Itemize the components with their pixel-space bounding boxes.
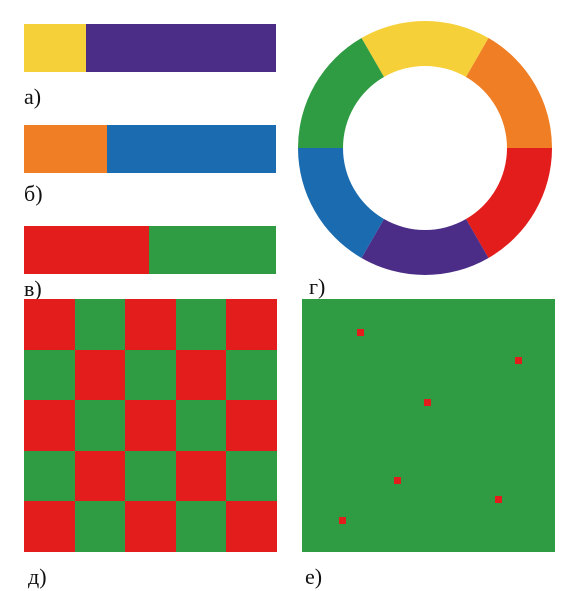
checker-cell (24, 501, 75, 552)
checker-cell (74, 501, 126, 552)
bar-a-left-segment (24, 24, 87, 72)
checker-cell (24, 349, 75, 401)
bar-b (24, 125, 276, 173)
label-b: б) (24, 181, 43, 206)
checker-cell (24, 299, 75, 350)
wheel-segment-red (466, 148, 552, 258)
label-a: а) (24, 84, 42, 109)
checker-cell (125, 501, 176, 552)
checker-cell (226, 501, 277, 552)
label-v: в) (24, 276, 42, 301)
red-dot (339, 517, 346, 524)
red-dot (424, 399, 431, 406)
bar-b-right-segment (107, 125, 276, 173)
bar-b-left-segment (24, 125, 108, 173)
checker-cell (175, 450, 227, 502)
checker-cell (74, 450, 126, 502)
label-d: д) (28, 564, 47, 589)
checker-cell (226, 349, 277, 401)
red-dot (357, 329, 364, 336)
checker-cell (125, 349, 176, 401)
red-dot (394, 477, 401, 484)
checker-cell (24, 450, 75, 502)
label-e: е) (305, 564, 323, 589)
wheel-segment-purple (361, 219, 489, 275)
bar-v-right-segment (149, 226, 276, 274)
bar-v (24, 226, 276, 274)
checker-cell (74, 349, 126, 401)
dot-field (302, 299, 555, 552)
checker-cell (125, 299, 176, 350)
bar-a (24, 24, 276, 72)
checkerboard (24, 299, 277, 552)
checker-cell (125, 450, 176, 502)
checker-cell (175, 501, 227, 552)
checker-cell (175, 299, 227, 350)
checker-cell (226, 400, 277, 451)
bar-v-left-segment (24, 226, 150, 274)
checker-cell (226, 299, 277, 350)
checker-cell (175, 400, 227, 451)
checker-cell (74, 299, 126, 350)
checker-cell (24, 400, 75, 451)
wheel-segment-orange (466, 38, 552, 149)
color-wheel (298, 20, 552, 275)
red-dot (515, 357, 522, 364)
label-g: г) (309, 274, 326, 299)
checker-cell (226, 450, 277, 502)
checker-cell (125, 400, 176, 451)
checker-cell (175, 349, 227, 401)
checker-cell (74, 400, 126, 451)
bar-a-right-segment (86, 24, 276, 72)
wheel-segment-blue (298, 148, 384, 258)
wheel-segment-green (298, 38, 384, 149)
wheel-segment-yellow (361, 20, 489, 77)
red-dot (495, 496, 502, 503)
